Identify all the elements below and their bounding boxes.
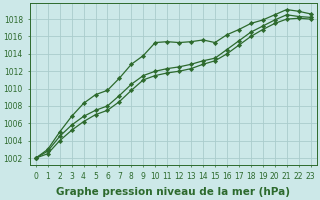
X-axis label: Graphe pression niveau de la mer (hPa): Graphe pression niveau de la mer (hPa) [56, 187, 290, 197]
